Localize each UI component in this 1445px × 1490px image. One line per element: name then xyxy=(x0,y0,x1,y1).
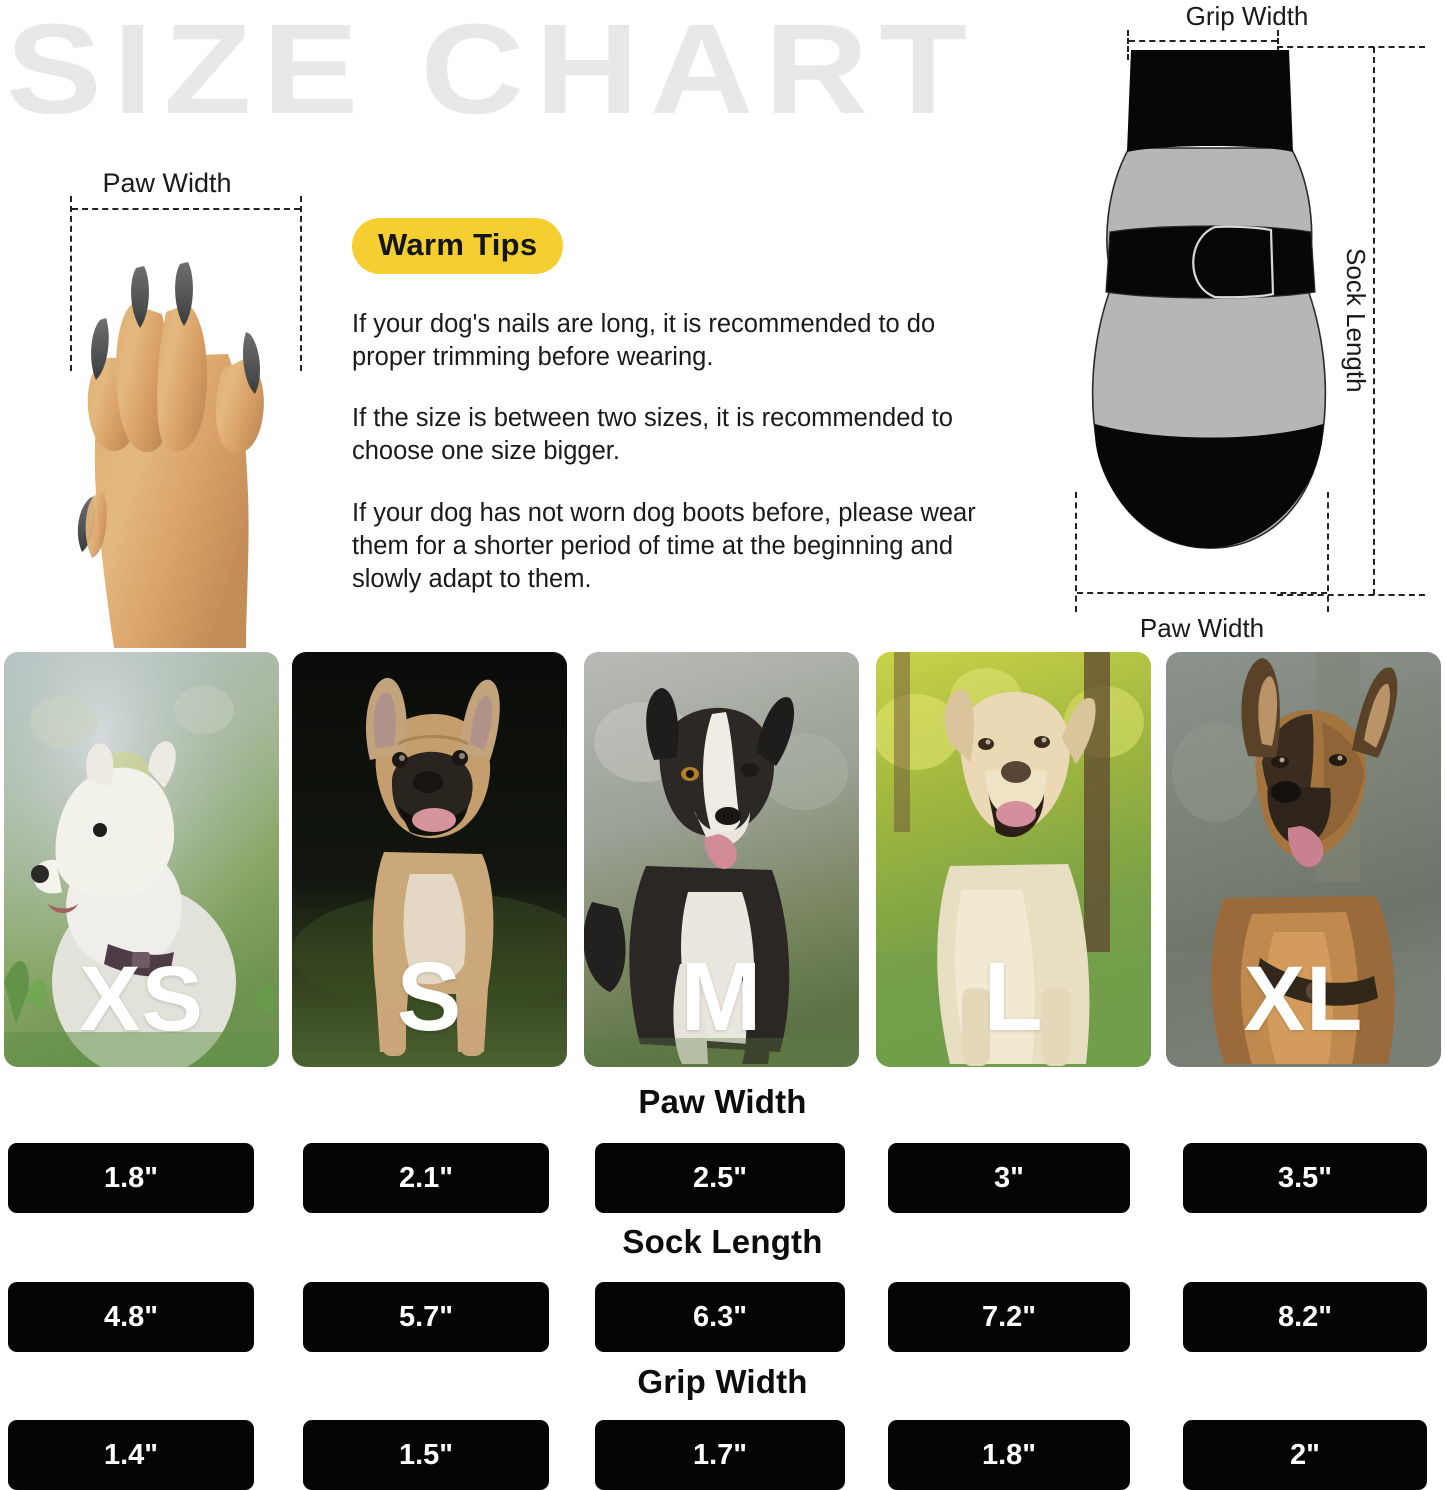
dog-photo-border-collie xyxy=(584,652,859,1067)
size-tile-xl[interactable]: XL xyxy=(1166,652,1441,1067)
grip-width-caption: Grip Width xyxy=(1185,1,1309,31)
measurement-row-sock-length: 4.8" 5.7" 6.3" 7.2" 8.2" xyxy=(0,1282,1445,1352)
dog-paw-icon xyxy=(77,262,264,648)
page-title: SIZE CHART xyxy=(6,0,979,141)
size-label-m: M xyxy=(680,942,763,1051)
size-tiles-row: XS xyxy=(0,652,1445,1067)
sock-length-value-xs: 4.8" xyxy=(8,1282,254,1352)
paw-width-dimension-bracket xyxy=(70,196,302,371)
measurement-header-paw-width: Paw Width xyxy=(638,1083,807,1120)
boot-diagram: Grip Width Sock Length Paw Width xyxy=(1055,0,1445,660)
boot-paw-width-dimension-bracket xyxy=(1075,492,1329,612)
sock-length-value-m: 6.3" xyxy=(595,1282,845,1352)
measurement-row-paw-width: 1.8" 2.1" 2.5" 3" 3.5" xyxy=(0,1143,1445,1213)
warm-tips-badge: Warm Tips xyxy=(352,218,564,274)
grip-width-value-xl: 2" xyxy=(1183,1420,1427,1490)
warm-tip-1: If your dog's nails are long, it is reco… xyxy=(352,310,936,372)
dog-boot-icon xyxy=(1091,50,1327,549)
grip-width-dimension-bracket xyxy=(1127,30,1279,60)
sock-length-value-s: 5.7" xyxy=(303,1282,549,1352)
paw-width-value-l: 3" xyxy=(888,1143,1130,1213)
measurement-header-sock-length: Sock Length xyxy=(622,1223,823,1260)
size-tile-m[interactable]: M xyxy=(584,652,859,1067)
sock-length-bottom-tick xyxy=(1277,594,1425,596)
paw-width-value-s: 2.1" xyxy=(303,1143,549,1213)
sock-length-caption: Sock Length xyxy=(1341,248,1371,393)
boot-paw-width-caption: Paw Width xyxy=(1139,613,1265,643)
size-tile-xs[interactable]: XS xyxy=(4,652,279,1067)
sock-length-dimension-line xyxy=(1373,47,1375,595)
sock-length-value-l: 7.2" xyxy=(888,1282,1130,1352)
sock-length-top-tick xyxy=(1277,46,1425,48)
size-label-xs: XS xyxy=(79,948,204,1050)
warm-tip-2: If the size is between two sizes, it is … xyxy=(352,404,953,466)
grip-width-value-s: 1.5" xyxy=(303,1420,549,1490)
grip-width-value-xs: 1.4" xyxy=(8,1420,254,1490)
dog-photo-german-shepherd xyxy=(1166,652,1441,1067)
paw-width-value-m: 2.5" xyxy=(595,1143,845,1213)
sock-length-value-xl: 8.2" xyxy=(1183,1282,1427,1352)
paw-width-value-xs: 1.8" xyxy=(8,1143,254,1213)
size-label-l: L xyxy=(983,942,1044,1051)
grip-width-value-l: 1.8" xyxy=(888,1420,1130,1490)
dog-photo-french-bulldog xyxy=(292,652,567,1067)
size-label-s: S xyxy=(396,942,463,1051)
dog-photo-yellow-labrador xyxy=(876,652,1151,1067)
paw-width-caption: Paw Width xyxy=(102,168,232,198)
size-tile-l[interactable]: L xyxy=(876,652,1151,1067)
dog-photo-west-highland-terrier xyxy=(4,652,279,1067)
warm-tips-section: Warm Tips If your dog's nails are long, … xyxy=(352,218,1012,596)
size-tile-s[interactable]: S xyxy=(292,652,567,1067)
measurement-row-grip-width: 1.4" 1.5" 1.7" 1.8" 2" xyxy=(0,1420,1445,1490)
grip-width-value-m: 1.7" xyxy=(595,1420,845,1490)
size-label-xl: XL xyxy=(1243,948,1364,1050)
measurement-header-grip-width: Grip Width xyxy=(637,1363,808,1400)
warm-tip-3: If your dog has not worn dog boots befor… xyxy=(352,498,976,593)
paw-width-illustration: Paw Width xyxy=(22,168,322,648)
paw-width-value-xl: 3.5" xyxy=(1183,1143,1427,1213)
